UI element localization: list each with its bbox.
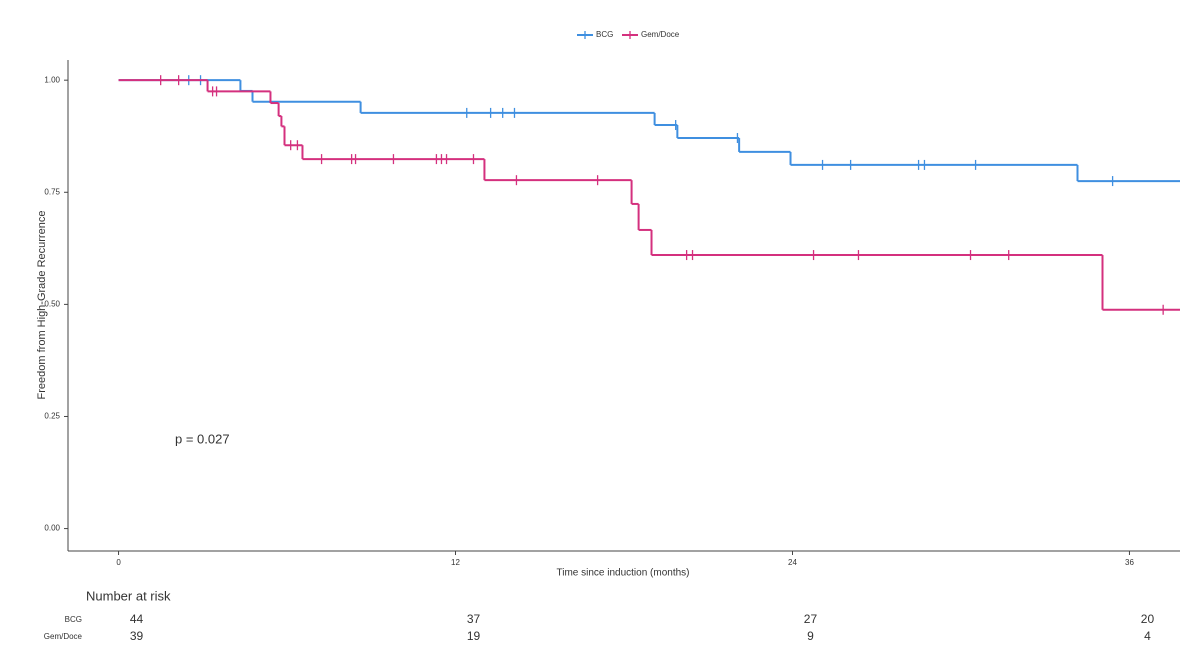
x-tick-label: 12: [451, 558, 460, 567]
y-tick-label: 0.75: [44, 187, 60, 196]
y-axis-title: Freedom from High-Grade Recurrence: [36, 211, 48, 400]
y-tick-label: 0.25: [44, 412, 60, 421]
y-tick-label: 0.00: [44, 524, 60, 533]
x-tick-label: 36: [1125, 558, 1134, 567]
risk-count: 39: [130, 629, 144, 643]
risk-count: 37: [467, 612, 481, 626]
legend-label: BCG: [596, 30, 613, 39]
annotation: p = 0.027: [175, 431, 230, 446]
legend-label: Gem/Doce: [641, 30, 680, 39]
risk-count: 9: [807, 629, 814, 643]
y-tick-label: 0.50: [44, 299, 60, 308]
risk-table-title: Number at risk: [86, 588, 171, 603]
y-tick-label: 1.00: [44, 75, 60, 84]
risk-row-label: Gem/Doce: [44, 632, 83, 641]
risk-count: 27: [804, 612, 818, 626]
risk-count: 44: [130, 612, 144, 626]
risk-count: 19: [467, 629, 481, 643]
x-tick-label: 0: [116, 558, 121, 567]
x-axis-title: Time since induction (months): [556, 568, 689, 579]
risk-count: 20: [1141, 612, 1155, 626]
x-tick-label: 24: [788, 558, 797, 567]
risk-row-label: BCG: [65, 615, 82, 624]
risk-count: 4: [1144, 629, 1151, 643]
